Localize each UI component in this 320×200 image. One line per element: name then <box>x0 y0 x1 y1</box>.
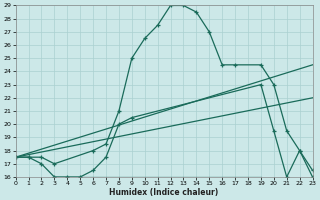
X-axis label: Humidex (Indice chaleur): Humidex (Indice chaleur) <box>109 188 219 197</box>
